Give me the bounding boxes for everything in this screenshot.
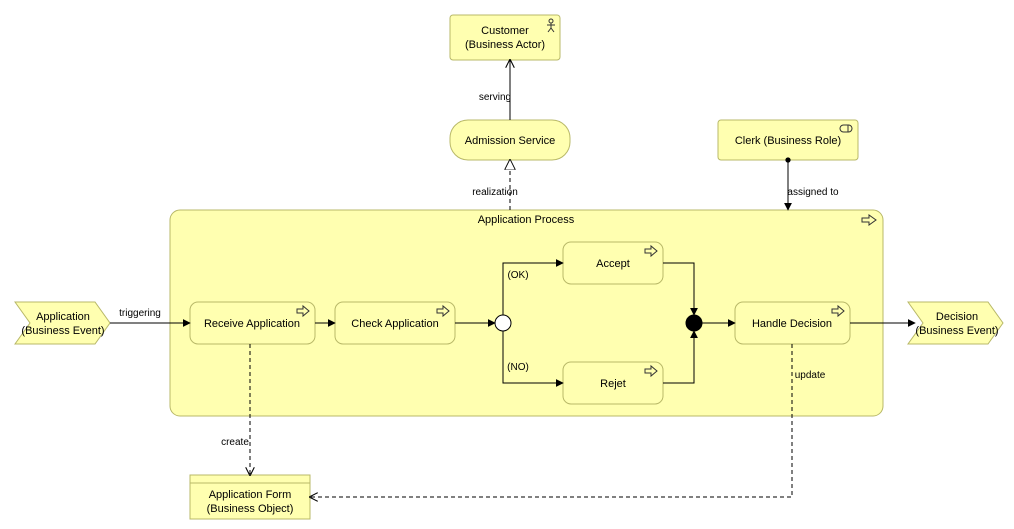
- svg-text:triggering: triggering: [119, 308, 161, 319]
- svg-text:(Business Event): (Business Event): [21, 325, 104, 337]
- check-application: Check Application: [335, 302, 455, 344]
- svg-text:Rejet: Rejet: [600, 378, 626, 390]
- svg-text:assigned to: assigned to: [787, 187, 839, 198]
- admission-service: Admission Service: [450, 120, 570, 160]
- process-container-label: Application Process: [478, 214, 575, 226]
- handle-decision: Handle Decision: [735, 302, 850, 344]
- svg-text:update: update: [795, 370, 826, 381]
- svg-text:(Business Object): (Business Object): [207, 503, 294, 515]
- svg-text:(Business Event): (Business Event): [915, 325, 998, 337]
- svg-text:Accept: Accept: [596, 258, 630, 270]
- archimate-diagram: Application Process Customer (Business A…: [0, 0, 1014, 529]
- svg-text:serving: serving: [479, 92, 511, 103]
- accept-process: Accept: [563, 242, 663, 284]
- svg-text:Receive Application: Receive Application: [204, 318, 300, 330]
- svg-text:(NO): (NO): [507, 362, 529, 373]
- svg-text:Handle Decision: Handle Decision: [752, 318, 832, 330]
- svg-text:realization: realization: [472, 187, 518, 198]
- svg-text:(Business Actor): (Business Actor): [465, 39, 545, 51]
- svg-text:Customer: Customer: [481, 25, 529, 37]
- svg-text:Clerk (Business Role): Clerk (Business Role): [735, 135, 841, 147]
- receive-application: Receive Application: [190, 302, 315, 344]
- svg-text:Application: Application: [36, 311, 90, 323]
- reject-process: Rejet: [563, 362, 663, 404]
- application-form-object: Application Form (Business Object): [190, 475, 310, 519]
- svg-text:Application Form: Application Form: [209, 489, 292, 501]
- or-junction: [495, 315, 511, 331]
- application-event: Application (Business Event): [15, 302, 110, 344]
- svg-text:Check Application: Check Application: [351, 318, 438, 330]
- svg-text:(OK): (OK): [507, 270, 528, 281]
- decision-event: Decision (Business Event): [908, 302, 1003, 344]
- svg-text:create: create: [221, 437, 249, 448]
- customer-actor: Customer (Business Actor): [450, 15, 560, 60]
- svg-text:Admission Service: Admission Service: [465, 135, 555, 147]
- clerk-role: Clerk (Business Role): [718, 120, 858, 160]
- and-junction: [686, 315, 702, 331]
- svg-text:Decision: Decision: [936, 311, 978, 323]
